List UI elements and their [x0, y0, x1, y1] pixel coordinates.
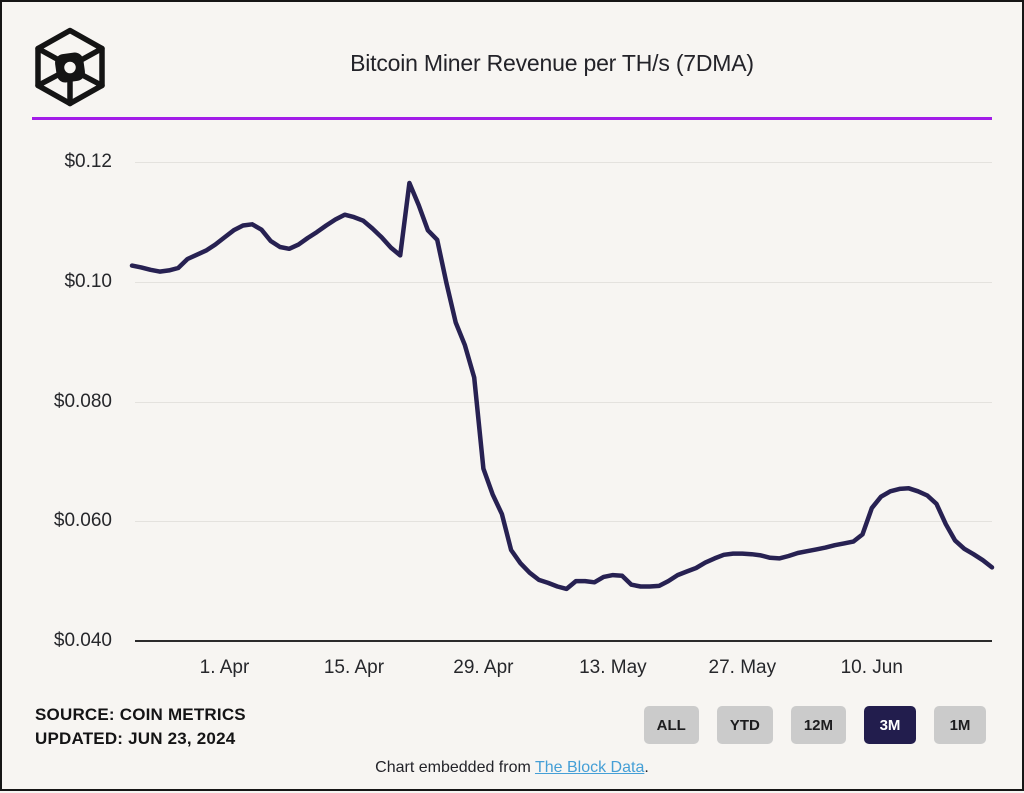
y-tick-label: $0.060: [53, 510, 112, 532]
x-tick-label: 13. May: [579, 657, 647, 678]
chart-title: Bitcoin Miner Revenue per TH/s (7DMA): [350, 50, 754, 76]
gridline: [135, 162, 992, 163]
source-block: SOURCE: COIN METRICS UPDATED: JUN 23, 20…: [35, 703, 246, 751]
x-tick-label: 29. Apr: [453, 657, 514, 678]
y-tick-label: $0.040: [53, 630, 112, 651]
x-axis-line: [135, 640, 992, 642]
revenue-line: [129, 180, 995, 592]
the-block-data-link[interactable]: The Block Data: [534, 759, 645, 776]
range-button-all[interactable]: ALL: [643, 706, 699, 744]
embed-suffix: .: [644, 759, 649, 776]
embed-note: Chart embedded from The Block Data.: [2, 759, 1022, 777]
x-tick-label: 1. Apr: [199, 657, 250, 678]
y-tick-label: $0.12: [64, 151, 112, 172]
range-button-12m[interactable]: 12M: [790, 706, 846, 744]
y-tick-label: $0.10: [64, 270, 112, 292]
gridline: [135, 281, 992, 283]
the-block-logo: [35, 27, 105, 107]
gridline: [135, 521, 992, 523]
x-tick-label: 15. Apr: [323, 657, 385, 678]
range-button-3m[interactable]: 3M: [864, 706, 916, 744]
source-label: SOURCE: COIN METRICS: [35, 705, 246, 724]
range-button-1m[interactable]: 1M: [934, 706, 986, 744]
range-selector: ALL YTD 12M 3M 1M: [643, 706, 986, 744]
y-tick-label: $0.080: [53, 390, 112, 412]
x-tick-label: 27. May: [708, 657, 777, 678]
embed-text: Chart embedded from: [375, 759, 535, 776]
accent-divider: [32, 117, 992, 120]
range-button-ytd[interactable]: YTD: [716, 706, 773, 744]
updated-label: UPDATED: JUN 23, 2024: [35, 729, 236, 748]
x-tick-label: 10. Jun: [840, 657, 903, 678]
gridline: [135, 401, 992, 403]
